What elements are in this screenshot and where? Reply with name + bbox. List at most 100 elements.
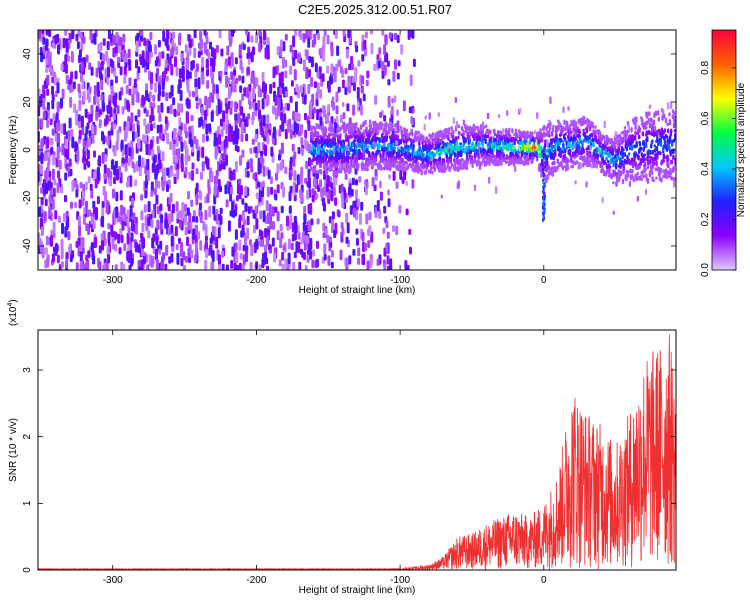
spectrogram-cell [156, 145, 160, 154]
spectrogram-cell [393, 149, 396, 154]
spectrogram-cell [229, 186, 233, 195]
spectrogram-cell [455, 121, 459, 129]
spectrogram-cell [330, 46, 334, 57]
spectrogram-cell [342, 112, 346, 120]
spectrogram-cell [374, 162, 377, 166]
spectrogram-cell [75, 262, 79, 270]
spectrogram-cell [381, 138, 384, 143]
spectrogram-cell [571, 164, 574, 169]
spectrogram-cell [78, 104, 82, 112]
spectrogram-cell [115, 191, 119, 202]
spectrogram-cell [240, 133, 244, 142]
spectrogram-cell [257, 85, 261, 98]
spectrogram-cell [315, 98, 319, 107]
spectrogram-cell [49, 137, 53, 146]
spectrogram-cell [82, 36, 86, 44]
spectrogram-cell [317, 135, 320, 139]
spectrogram-cell [316, 109, 320, 121]
spectrogram-cell [135, 40, 139, 53]
spectrogram-cell [38, 238, 42, 248]
spectrogram-cell [218, 30, 222, 39]
spectrogram-cell [216, 44, 219, 53]
spectrogram-cell [660, 177, 663, 183]
spectrogram-cell [326, 65, 330, 74]
spectrogram-cell [261, 98, 265, 110]
spectrogram-cell [659, 151, 662, 156]
spectrogram-cell [52, 113, 56, 122]
spectrogram-cell [332, 129, 335, 133]
spectrogram-cell [161, 151, 165, 162]
spectrogram-cell [230, 100, 234, 108]
spectrogram-cell [201, 161, 205, 172]
spectrogram-cell [165, 75, 169, 82]
spectrogram-cell [341, 228, 345, 236]
spectrogram-cell [388, 135, 392, 140]
spectrogram-cell [177, 84, 181, 94]
spectrogram-cell [152, 122, 156, 129]
spectrogram-cell [115, 206, 119, 218]
spectrogram-cell [289, 65, 293, 75]
spectrogram-cell [171, 46, 175, 56]
spectrogram-cell [126, 121, 130, 132]
spectrogram-cell [251, 138, 255, 145]
spectrogram-cell [341, 147, 344, 153]
spectrogram-cell [475, 159, 479, 164]
spectrogram-cell [310, 218, 314, 226]
spectrogram-cell [511, 128, 514, 134]
spectrogram-cell [441, 140, 445, 146]
spectrogram-cell [48, 56, 52, 66]
spectrogram-cell [40, 226, 44, 237]
spectrogram-cell [332, 170, 335, 177]
spectrogram-cell [227, 56, 231, 67]
spectrogram-cell [563, 153, 566, 158]
spectrogram-cell [217, 227, 221, 239]
spectrogram-cell [100, 94, 104, 101]
spectrogram-cell [52, 253, 55, 263]
spectrogram-cell [91, 133, 95, 144]
spectrogram-cell [254, 205, 258, 214]
spectrogram-cell [64, 195, 67, 203]
spectrogram-cell [153, 187, 157, 196]
spectrogram-cell [144, 181, 148, 189]
spectrogram-cell [134, 131, 138, 139]
spectrogram-cell [263, 144, 267, 155]
spectrogram-cell [282, 244, 286, 251]
spectrogram-cell [155, 56, 159, 64]
spectrogram-cell [165, 244, 169, 255]
spectrogram-cell [201, 78, 205, 85]
spectrogram-cell [457, 124, 460, 129]
spectrogram-cell [206, 98, 210, 107]
spectrogram-cell [644, 167, 647, 172]
spectrogram-cell [117, 216, 121, 223]
spectrogram-cell [123, 74, 127, 85]
spectrogram-cell [310, 125, 313, 131]
spectrogram-cell [96, 81, 100, 93]
spectrogram-cell [299, 192, 303, 204]
spectrogram-cell [70, 201, 73, 209]
spectrogram-cell [110, 67, 114, 74]
spectrogram-cell [666, 102, 670, 110]
spectrogram-cell [457, 180, 461, 188]
spectrogram-cell [72, 81, 76, 90]
spectrogram-cell [47, 179, 51, 191]
spectrogram-cell [383, 43, 387, 56]
spectrogram-cell [275, 172, 278, 181]
spectrogram-cell [331, 96, 335, 101]
spectrogram-cell [641, 131, 645, 137]
spectrogram-cell [213, 214, 217, 221]
spectrogram-cell [93, 95, 97, 105]
spectrogram-cell [164, 59, 168, 68]
spectrogram-cell [84, 108, 88, 118]
spectrogram-cell [307, 69, 311, 78]
spectrogram-cell [69, 168, 73, 177]
spectrogram-cell [160, 260, 164, 270]
spectrogram-cell [51, 168, 55, 181]
spectrogram-cell [361, 162, 365, 167]
spectrogram-cell [260, 231, 264, 240]
spectrogram-cell [49, 118, 53, 126]
spectrogram-cell [123, 243, 127, 252]
spectrogram-cell [337, 124, 340, 129]
spectrogram-cell [345, 169, 349, 173]
spectrogram-cell [390, 163, 393, 168]
spectrogram-cell [204, 235, 208, 242]
